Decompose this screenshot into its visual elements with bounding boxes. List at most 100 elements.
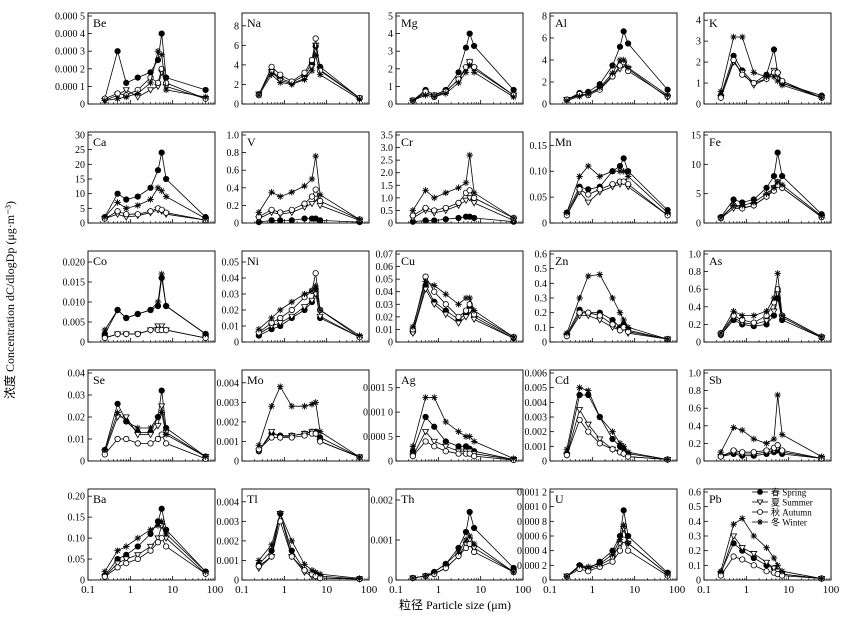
y-tick-label: 0.04 <box>376 287 394 298</box>
marker-autumn <box>147 326 154 334</box>
panel-frame <box>549 131 678 224</box>
marker-winter <box>624 448 632 456</box>
marker-autumn <box>422 204 429 212</box>
marker-summer <box>134 432 142 439</box>
y-tick-label: 0 <box>388 576 393 587</box>
marker-winter <box>442 189 450 197</box>
panel-title: Ca <box>93 135 107 149</box>
panel-title: Be <box>93 16 106 30</box>
marker-winter <box>620 56 627 64</box>
x-tick-label: 1 <box>744 584 750 596</box>
marker-autumn <box>147 440 154 447</box>
panel-frame <box>241 250 370 343</box>
marker-winter <box>154 184 162 192</box>
y-tick-label: 0 <box>696 457 701 468</box>
marker-winter <box>430 394 438 401</box>
marker-winter <box>620 521 627 529</box>
series-winter <box>409 532 517 582</box>
marker-autumn <box>114 330 121 338</box>
y-tick-label: 0.4 <box>535 279 548 290</box>
marker-spring <box>442 216 449 223</box>
marker-winter <box>466 151 473 159</box>
series-winter <box>563 384 671 463</box>
panel-title: Mo <box>247 373 264 387</box>
marker-autumn <box>154 539 162 546</box>
series-autumn <box>563 309 671 343</box>
marker-winter <box>750 312 758 319</box>
marker-winter <box>664 570 671 578</box>
panel-title: Pb <box>709 492 722 506</box>
marker-spring <box>317 217 324 224</box>
y-tick-label: 0.05 <box>530 193 548 204</box>
marker-spring <box>466 508 473 516</box>
marker-autumn <box>288 206 295 213</box>
x-axis-label: 粒径 Particle size (μm) <box>399 597 511 612</box>
marker-winter <box>664 209 671 216</box>
marker-winter <box>430 568 438 576</box>
marker-spring <box>616 43 624 50</box>
marker-winter <box>255 442 263 449</box>
marker-summer <box>122 556 130 563</box>
marker-autumn <box>431 207 438 214</box>
marker-summer <box>267 429 276 436</box>
marker-autumn <box>750 449 757 456</box>
y-tick-label: 0.000 5 <box>55 12 85 23</box>
y-tick-label: 0 <box>388 457 393 468</box>
x-tick-label: 1 <box>590 584 596 596</box>
series-line <box>720 297 822 338</box>
marker-winter <box>301 403 308 410</box>
marker-winter <box>738 426 746 434</box>
y-tick-label: 6 <box>542 34 547 45</box>
marker-autumn <box>147 208 154 215</box>
series-autumn <box>409 540 517 582</box>
marker-winter <box>730 307 737 315</box>
marker-winter <box>470 307 478 314</box>
marker-summer <box>421 429 430 436</box>
marker-winter <box>312 152 319 160</box>
panel-title: Sb <box>709 373 722 387</box>
marker-winter <box>147 526 154 533</box>
marker-spring <box>158 387 165 394</box>
marker-autumn <box>739 556 746 563</box>
series-winter <box>717 33 825 101</box>
marker-winter <box>134 534 142 542</box>
marker-winter <box>664 335 671 343</box>
legend-item: 春 Spring <box>752 487 807 498</box>
y-tick-label: 0 <box>234 338 239 349</box>
panel-frame <box>395 12 524 105</box>
x-tick-label: 1 <box>128 584 134 596</box>
marker-autumn <box>268 206 275 213</box>
marker-spring <box>471 524 478 532</box>
y-tick-label: 0.2 <box>227 201 240 212</box>
marker-summer <box>462 197 470 205</box>
series-winter <box>101 270 209 338</box>
marker-winter <box>134 424 142 432</box>
panel-frame <box>87 488 216 581</box>
marker-summer <box>442 443 450 451</box>
y-tick-label: 0.04 <box>222 274 240 285</box>
marker-autumn <box>609 181 616 188</box>
marker-winter <box>430 93 438 101</box>
series-line <box>720 36 822 99</box>
series-winter <box>101 518 209 575</box>
marker-winter <box>462 179 470 187</box>
marker-winter <box>770 294 778 302</box>
panel-co: Co 0 0.005 0.010 0.015 0.020 <box>63 250 216 349</box>
marker-winter <box>778 567 786 575</box>
marker-autumn <box>442 448 449 455</box>
y-tick-label: 0.6 <box>227 166 240 177</box>
marker-spring <box>158 149 165 156</box>
marker-summer <box>430 301 438 309</box>
marker-winter <box>114 547 121 554</box>
x-tick-label: 10 <box>321 584 333 596</box>
marker-winter <box>312 282 319 290</box>
marker-autumn <box>123 435 130 443</box>
marker-winter <box>308 67 316 74</box>
marker-summer <box>146 432 155 439</box>
marker-autumn <box>114 90 121 97</box>
marker-winter <box>122 543 130 550</box>
marker-winter <box>158 270 165 278</box>
y-tick-label: 0.001 2 <box>517 488 547 499</box>
marker-winter <box>763 190 770 197</box>
marker-autumn <box>585 191 592 198</box>
